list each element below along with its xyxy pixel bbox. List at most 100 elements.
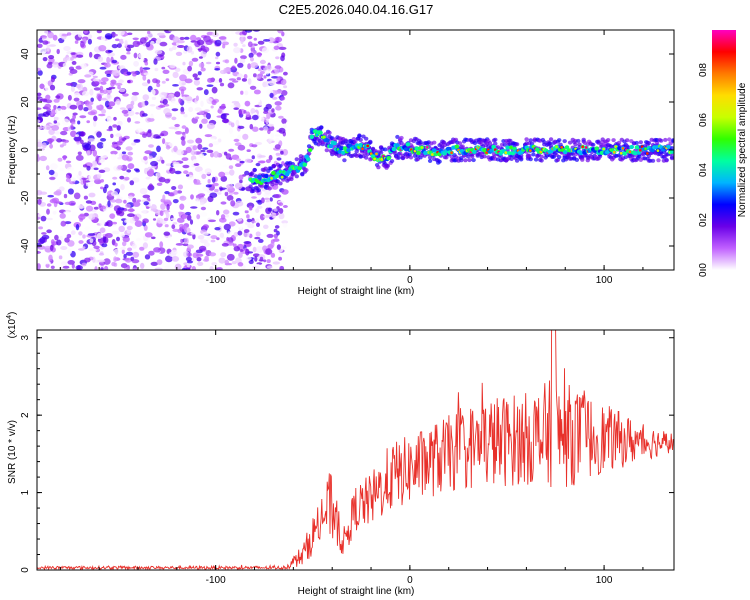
ridge-core: [431, 148, 437, 153]
ridge-halo: [654, 141, 660, 145]
noise-speck: [221, 118, 229, 124]
noise-speck: [148, 183, 153, 190]
noise-speck: [172, 46, 177, 50]
ridge-core: [632, 151, 638, 156]
noise-speck: [37, 141, 43, 148]
noise-speck: [247, 78, 252, 85]
noise-speck: [176, 149, 184, 156]
noise-speck: [100, 186, 104, 190]
noise-speck: [70, 52, 76, 55]
noise-speck: [222, 44, 226, 49]
noise-speck: [234, 182, 243, 190]
noise-speck: [228, 221, 236, 227]
noise-speck: [151, 37, 157, 42]
noise-speck: [146, 206, 150, 210]
noise-speck: [80, 139, 84, 145]
noise-speck: [56, 89, 64, 93]
noise-speck: [103, 62, 111, 68]
noise-speck: [37, 119, 41, 123]
ridge-halo: [358, 137, 363, 142]
noise-speck: [163, 231, 171, 236]
noise-speck: [132, 37, 139, 41]
noise-speck: [75, 223, 80, 231]
noise-speck: [71, 121, 76, 125]
noise-speck: [68, 200, 76, 206]
noise-speck: [235, 119, 240, 126]
noise-speck: [131, 142, 137, 146]
noise-speck: [204, 134, 213, 138]
noise-speck: [60, 261, 68, 266]
noise-speck: [83, 107, 89, 112]
noise-speck: [181, 139, 186, 146]
noise-speck: [62, 265, 70, 269]
noise-speck: [197, 71, 202, 76]
noise-speck: [248, 52, 254, 58]
noise-speck: [84, 143, 92, 151]
noise-speck: [250, 57, 254, 62]
noise-speck: [129, 180, 135, 186]
noise-speck: [238, 174, 244, 181]
noise-speck: [184, 36, 190, 40]
ridge-halo: [611, 138, 616, 143]
noise-speck: [46, 203, 52, 207]
noise-speck: [280, 90, 288, 96]
noise-speck: [119, 175, 125, 180]
noise-speck: [45, 263, 50, 268]
snr-y-label: SNR (10 * v/v): [7, 420, 18, 484]
noise-speck: [37, 43, 43, 48]
noise-speck: [266, 112, 271, 120]
ridge-core: [339, 146, 344, 151]
noise-speck: [219, 82, 225, 87]
noise-speck: [110, 150, 118, 155]
ridge-halo: [638, 140, 643, 145]
noise-speck: [130, 71, 138, 74]
noise-speck: [181, 157, 189, 162]
ridge-halo: [418, 140, 423, 145]
noise-speck: [132, 251, 140, 258]
ridge-halo: [278, 181, 283, 186]
noise-speck: [276, 157, 282, 161]
noise-speck: [210, 239, 216, 243]
noise-speck: [274, 137, 280, 143]
noise-speck: [87, 111, 96, 116]
noise-speck: [203, 89, 209, 96]
noise-speck: [37, 250, 41, 254]
noise-speck: [37, 125, 43, 130]
ridge-halo: [663, 137, 668, 142]
noise-speck: [186, 262, 191, 268]
noise-speck: [175, 131, 183, 135]
noise-speck: [280, 96, 286, 101]
noise-speck: [250, 108, 256, 114]
ridge-core: [671, 149, 674, 154]
noise-speck: [89, 238, 94, 243]
noise-speck: [148, 144, 154, 148]
noise-speck: [96, 142, 104, 149]
noise-speck: [141, 101, 146, 108]
noise-speck: [126, 71, 132, 76]
noise-speck: [112, 176, 118, 180]
noise-speck: [49, 244, 54, 251]
noise-speck: [126, 169, 132, 173]
noise-speck: [187, 42, 195, 48]
y-tick-label: 0: [20, 567, 31, 573]
noise-speck: [115, 198, 123, 204]
noise-speck: [135, 128, 144, 133]
ridge-core: [629, 144, 634, 150]
noise-speck: [82, 91, 90, 97]
noise-speck: [239, 223, 243, 230]
noise-speck: [48, 254, 53, 262]
noise-speck: [106, 73, 111, 77]
noise-speck: [275, 105, 282, 111]
noise-speck: [136, 199, 141, 203]
noise-speck: [177, 40, 185, 44]
noise-speck: [200, 206, 206, 211]
noise-speck: [65, 175, 70, 179]
snr-exponent-power: 4: [6, 315, 13, 319]
ridge-halo: [656, 158, 661, 163]
noise-speck: [267, 207, 273, 212]
noise-speck: [55, 189, 62, 196]
noise-speck: [125, 203, 131, 208]
ridge-core: [271, 170, 276, 176]
noise-speck: [199, 170, 204, 175]
noise-speck: [263, 110, 269, 114]
